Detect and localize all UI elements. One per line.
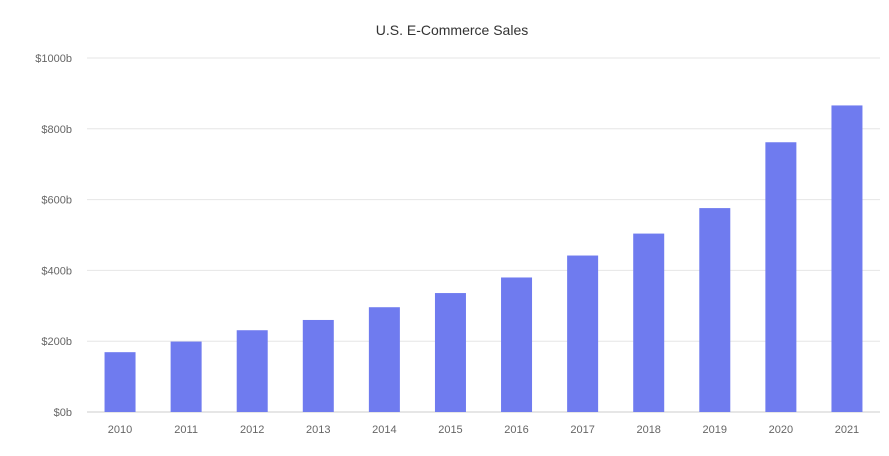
y-axis: $0b $200b $400b $600b $800b $1000b: [35, 53, 72, 419]
chart-title: U.S. E-Commerce Sales: [376, 22, 528, 38]
y-tick-label: $600b: [41, 195, 72, 207]
y-tick-label: $1000b: [35, 53, 72, 65]
x-tick-label: 2018: [636, 424, 660, 436]
x-tick-label: 2015: [438, 424, 462, 436]
y-tick-label: $400b: [41, 265, 72, 277]
bar-2015[interactable]: [434, 293, 466, 412]
bar-2010[interactable]: [104, 352, 136, 412]
bar-2016[interactable]: [501, 277, 533, 412]
bar-2011[interactable]: [170, 341, 202, 412]
y-tick-label: $0b: [54, 407, 72, 419]
bar-2017[interactable]: [567, 255, 599, 412]
bar-2013[interactable]: [302, 319, 334, 412]
x-tick-label: 2021: [835, 424, 859, 436]
x-tick-label: 2017: [570, 424, 594, 436]
x-tick-label: 2010: [108, 424, 132, 436]
y-tick-label: $800b: [41, 124, 72, 136]
bar-2018[interactable]: [633, 233, 665, 412]
bar-layer: [104, 105, 863, 412]
x-tick-label: 2019: [703, 424, 727, 436]
y-tick-label: $200b: [41, 336, 72, 348]
bar-2012[interactable]: [236, 330, 268, 412]
x-tick-label: 2014: [372, 424, 396, 436]
x-tick-label: 2013: [306, 424, 330, 436]
x-axis: 2010 2011 2012 2013 2014 2015 2016 2017 2018 2019…: [108, 424, 859, 436]
x-tick-label: 2016: [504, 424, 528, 436]
x-tick-label: 2011: [174, 424, 198, 436]
x-tick-label: 2012: [240, 424, 264, 436]
x-tick-label: 2020: [769, 424, 793, 436]
bar-2021[interactable]: [831, 105, 863, 412]
bar-2014[interactable]: [368, 307, 400, 412]
grid-layer: [87, 57, 880, 413]
bar-2020[interactable]: [765, 142, 797, 412]
bar-2019[interactable]: [699, 208, 731, 412]
